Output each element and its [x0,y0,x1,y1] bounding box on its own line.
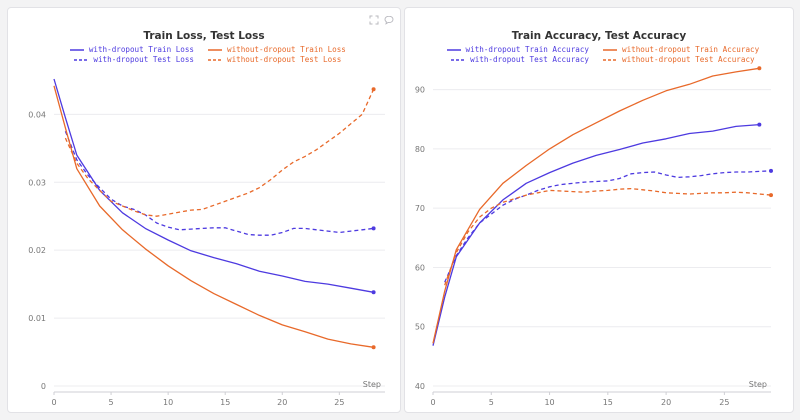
legend-swatch [208,58,222,61]
series-end-point [371,290,376,295]
legend-label: with-dropout Test Accuracy [470,55,589,64]
legend-label: with-dropout Test Loss [93,55,194,64]
y-tick-label: 50 [415,323,425,332]
legend-swatch [451,58,466,61]
series-line [432,67,760,344]
y-tick-label: 0.01 [28,314,46,323]
legend-label: without-dropout Train Loss [227,45,346,54]
panel-toolbar [369,15,394,25]
series-line [444,170,772,283]
x-axis-label: Step [363,380,381,389]
legend-label: with-dropout Train Loss [88,45,194,54]
y-tick-label: 0.02 [28,246,46,255]
chart-title: Train Loss, Test Loss [143,30,265,42]
loss-plot: 0 0.01 0.02 0.03 0.04 0 5 10 15 20 25 Step [28,78,385,407]
legend-swatch [208,48,222,51]
series-end-point [371,345,376,350]
x-tick-label: 10 [544,398,554,407]
series-line [53,85,374,348]
series-end-point [757,66,762,71]
legend-swatch [603,48,617,51]
y-tick-label: 0.03 [28,178,46,187]
series-end-point [769,193,773,198]
comment-icon[interactable] [384,15,394,25]
accuracy-plot: 40 50 60 70 80 90 0 5 10 15 20 25 Step [415,66,773,407]
x-tick-label: 0 [430,398,435,407]
y-tick-label: 70 [415,204,425,213]
legend-swatch [446,48,461,51]
chart-legend: with-dropout Train Accuracy without-dropo… [405,45,793,64]
series-end-point [769,168,773,173]
chart-panel-loss: Train Loss, Test Loss with-dropout Train… [7,7,401,413]
x-tick-label: 25 [334,398,344,407]
y-tick-label: 40 [415,382,425,391]
series-line [432,123,760,346]
legend-item[interactable]: with-dropout Train Accuracy [405,45,599,54]
legend-swatch [69,48,84,51]
series-end-point [371,226,376,231]
x-axis-label: Step [749,380,767,389]
legend-item[interactable]: with-dropout Train Loss [8,45,204,54]
x-tick-label: 15 [220,398,230,407]
legend-item[interactable]: with-dropout Test Loss [8,55,204,64]
x-tick-label: 20 [661,398,671,407]
chart-title: Train Accuracy, Test Accuracy [511,30,687,42]
y-tick-label: 90 [415,86,425,95]
y-tick-label: 80 [415,145,425,154]
legend-item[interactable]: without-dropout Test Loss [204,55,400,64]
legend-label: without-dropout Test Accuracy [622,55,755,64]
x-tick-label: 0 [51,398,56,407]
y-tick-label: 0 [41,382,46,391]
chart-panel-accuracy: Train Accuracy, Test Accuracy with-dropo… [404,7,794,413]
chart-legend: with-dropout Train Loss without-dropout T… [8,45,400,64]
x-tick-label: 25 [719,398,729,407]
y-tick-label: 0.04 [28,110,46,119]
legend-label: with-dropout Train Accuracy [465,45,589,54]
legend-item[interactable]: without-dropout Train Accuracy [599,45,793,54]
y-tick-label: 60 [415,263,425,272]
legend-label: without-dropout Train Accuracy [622,45,760,54]
legend-item[interactable]: without-dropout Train Loss [204,45,400,54]
series-line [64,131,374,236]
x-tick-label: 5 [489,398,494,407]
series-end-point [757,122,762,127]
series-end-point [371,87,376,92]
series-line [53,78,374,293]
x-tick-label: 15 [603,398,613,407]
series-line [444,187,772,286]
x-tick-label: 10 [163,398,173,407]
legend-swatch [603,58,617,61]
legend-swatch [74,58,89,61]
legend-label: without-dropout Test Loss [227,55,342,64]
legend-item[interactable]: with-dropout Test Accuracy [405,55,599,64]
x-tick-label: 20 [277,398,287,407]
legend-item[interactable]: without-dropout Test Accuracy [599,55,793,64]
expand-icon[interactable] [369,15,379,25]
x-tick-label: 5 [109,398,114,407]
series-line [64,88,375,217]
